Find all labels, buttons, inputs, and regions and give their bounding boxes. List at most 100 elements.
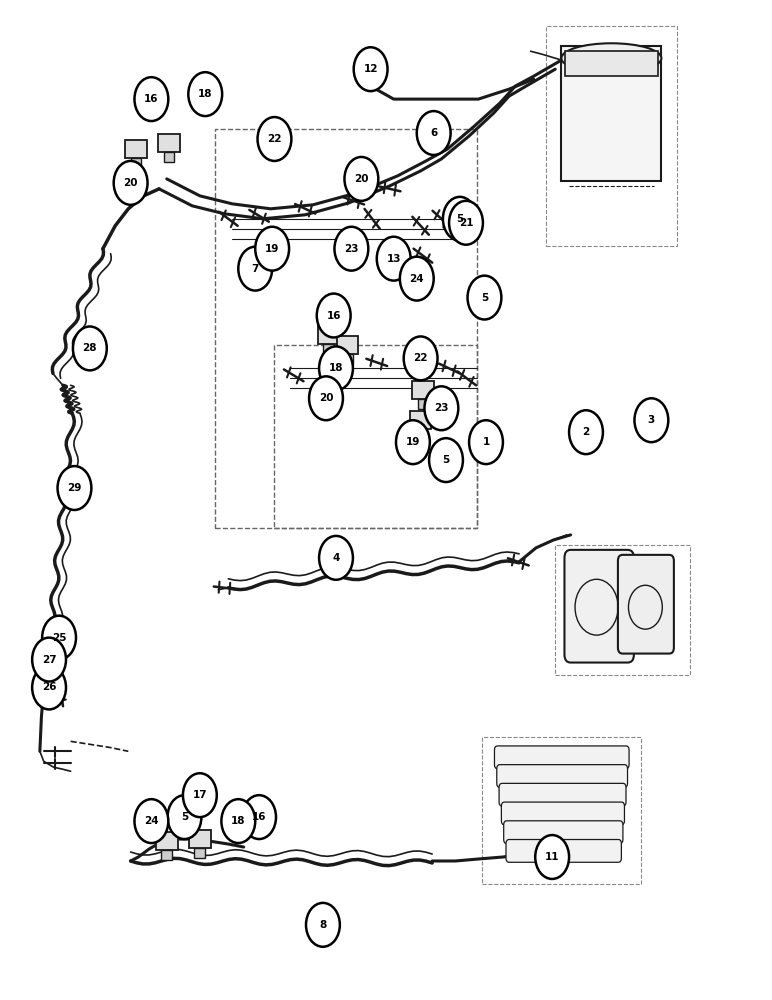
Text: 24: 24 <box>144 816 159 826</box>
Circle shape <box>404 336 438 380</box>
Text: 20: 20 <box>354 174 369 184</box>
FancyBboxPatch shape <box>503 821 623 844</box>
Circle shape <box>635 398 669 442</box>
Circle shape <box>344 157 378 201</box>
Bar <box>158 134 180 152</box>
Text: 27: 27 <box>42 655 56 665</box>
Circle shape <box>425 386 459 430</box>
Circle shape <box>469 420 503 464</box>
Bar <box>323 344 334 354</box>
Text: 4: 4 <box>332 553 340 563</box>
Circle shape <box>309 376 343 420</box>
Circle shape <box>417 111 451 155</box>
Circle shape <box>429 438 463 482</box>
Bar <box>156 832 178 850</box>
Bar <box>195 848 205 858</box>
Text: 20: 20 <box>319 393 334 403</box>
Text: 5: 5 <box>481 293 488 303</box>
Bar <box>415 429 426 439</box>
Bar <box>130 158 141 168</box>
Circle shape <box>32 638 66 681</box>
Bar <box>125 140 147 158</box>
Bar <box>275 345 477 528</box>
Circle shape <box>377 237 411 281</box>
FancyBboxPatch shape <box>499 783 626 806</box>
FancyBboxPatch shape <box>506 840 621 862</box>
Circle shape <box>468 276 501 320</box>
Bar <box>555 545 690 675</box>
Circle shape <box>58 466 91 510</box>
Bar <box>482 737 642 884</box>
Circle shape <box>183 773 217 817</box>
Text: 19: 19 <box>406 437 420 447</box>
Ellipse shape <box>561 43 662 73</box>
Text: 13: 13 <box>387 254 401 264</box>
Circle shape <box>354 47 388 91</box>
Circle shape <box>306 903 340 947</box>
Text: 16: 16 <box>327 311 341 321</box>
Bar <box>337 336 358 354</box>
Text: 12: 12 <box>364 64 378 74</box>
Circle shape <box>134 799 168 843</box>
Circle shape <box>256 227 289 271</box>
FancyBboxPatch shape <box>564 550 634 663</box>
Bar <box>189 830 211 848</box>
Circle shape <box>319 346 353 390</box>
Bar <box>410 411 432 429</box>
Text: 16: 16 <box>252 812 266 822</box>
Text: 19: 19 <box>265 244 279 254</box>
Bar <box>317 326 339 344</box>
Text: 3: 3 <box>648 415 655 425</box>
Bar <box>161 850 172 860</box>
Text: 22: 22 <box>413 353 428 363</box>
Circle shape <box>449 201 483 245</box>
Bar <box>565 51 658 76</box>
Text: 20: 20 <box>124 178 138 188</box>
Bar <box>561 46 662 181</box>
Text: 18: 18 <box>198 89 212 99</box>
Bar <box>215 129 477 528</box>
Circle shape <box>168 795 201 839</box>
Bar <box>546 26 677 246</box>
Text: 8: 8 <box>320 920 327 930</box>
Text: 18: 18 <box>231 816 245 826</box>
Circle shape <box>317 294 350 337</box>
Text: 7: 7 <box>252 264 259 274</box>
Text: 16: 16 <box>144 94 158 104</box>
Bar <box>164 152 174 162</box>
Circle shape <box>258 117 291 161</box>
Text: 21: 21 <box>459 218 473 228</box>
Circle shape <box>222 799 256 843</box>
FancyBboxPatch shape <box>501 802 625 825</box>
FancyBboxPatch shape <box>494 746 629 769</box>
Text: 11: 11 <box>545 852 560 862</box>
Text: 23: 23 <box>344 244 359 254</box>
Text: 1: 1 <box>482 437 489 447</box>
Circle shape <box>396 420 430 464</box>
Circle shape <box>32 666 66 709</box>
Circle shape <box>334 227 368 271</box>
Text: 6: 6 <box>430 128 437 138</box>
Text: 22: 22 <box>267 134 282 144</box>
Circle shape <box>443 197 477 241</box>
Text: 28: 28 <box>83 343 97 353</box>
Circle shape <box>134 77 168 121</box>
Text: 23: 23 <box>434 403 449 413</box>
Circle shape <box>113 161 147 205</box>
Circle shape <box>400 257 434 301</box>
Text: 2: 2 <box>582 427 590 437</box>
Circle shape <box>569 410 603 454</box>
Circle shape <box>319 536 353 580</box>
Bar <box>412 381 434 399</box>
FancyBboxPatch shape <box>618 555 674 654</box>
Text: 5: 5 <box>456 214 463 224</box>
Text: 5: 5 <box>442 455 449 465</box>
Circle shape <box>242 795 276 839</box>
Text: 17: 17 <box>192 790 207 800</box>
Text: 18: 18 <box>329 363 344 373</box>
Text: 25: 25 <box>52 633 66 643</box>
Text: 5: 5 <box>181 812 188 822</box>
Text: 24: 24 <box>409 274 424 284</box>
Text: 26: 26 <box>42 682 56 692</box>
Text: 29: 29 <box>67 483 82 493</box>
